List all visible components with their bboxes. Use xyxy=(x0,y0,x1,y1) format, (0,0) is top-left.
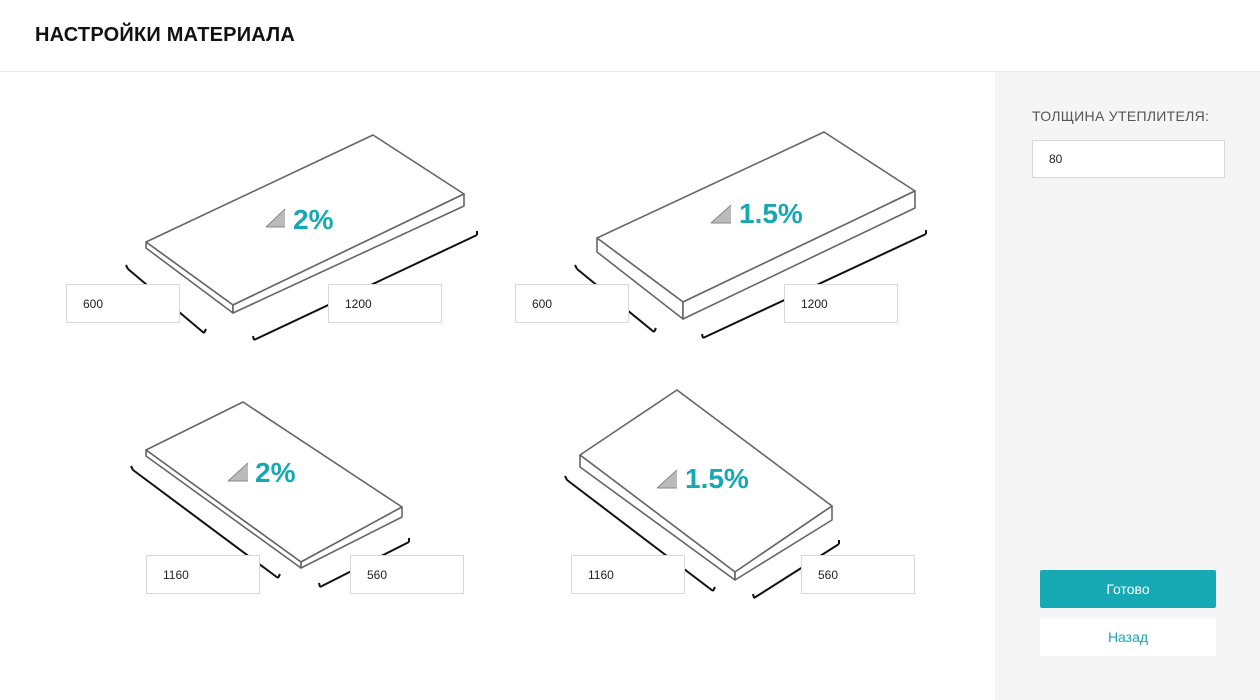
thickness-input[interactable] xyxy=(1032,140,1225,178)
board-3-side-face xyxy=(300,506,403,569)
board-3-slope-icon xyxy=(227,462,249,482)
board-4-dim-lines xyxy=(564,475,840,599)
board-4-slope-label: 1.5% xyxy=(685,463,749,494)
board-1-side-face xyxy=(232,193,465,314)
done-button[interactable]: Готово xyxy=(1040,570,1216,608)
board-4-length-input[interactable] xyxy=(801,555,915,594)
board-4-side-face xyxy=(734,505,833,581)
main-area: 2% 1.5% xyxy=(0,72,995,700)
board-3-length-input[interactable] xyxy=(350,555,464,594)
back-button[interactable]: Назад xyxy=(1040,618,1216,656)
board-2-slope-icon xyxy=(710,204,732,224)
board-1-length-input[interactable] xyxy=(328,284,442,323)
board-4-width-input[interactable] xyxy=(571,555,685,594)
board-2-width-input[interactable] xyxy=(515,284,629,323)
board-3-slope-label: 2% xyxy=(255,457,296,488)
thickness-label: ТОЛЩИНА УТЕПЛИТЕЛЯ: xyxy=(1032,108,1210,124)
board-2-slope-label: 1.5% xyxy=(739,198,803,229)
header: НАСТРОЙКИ МАТЕРИАЛА xyxy=(0,0,1260,72)
board-2 xyxy=(596,131,916,320)
board-1-slope-icon xyxy=(265,208,286,228)
board-2-side-face xyxy=(682,190,916,320)
board-4-slope-icon xyxy=(656,469,678,489)
board-1-width-input[interactable] xyxy=(66,284,180,323)
board-2-length-input[interactable] xyxy=(784,284,898,323)
board-4 xyxy=(579,389,833,581)
board-1 xyxy=(145,134,465,314)
boards-illustration: 2% 1.5% xyxy=(125,131,927,599)
board-3 xyxy=(145,401,403,569)
board-1-slope-label: 2% xyxy=(293,204,334,235)
settings-panel: ТОЛЩИНА УТЕПЛИТЕЛЯ: Готово Назад xyxy=(995,72,1260,700)
board-3-width-input[interactable] xyxy=(146,555,260,594)
page-title: НАСТРОЙКИ МАТЕРИАЛА xyxy=(35,24,296,46)
